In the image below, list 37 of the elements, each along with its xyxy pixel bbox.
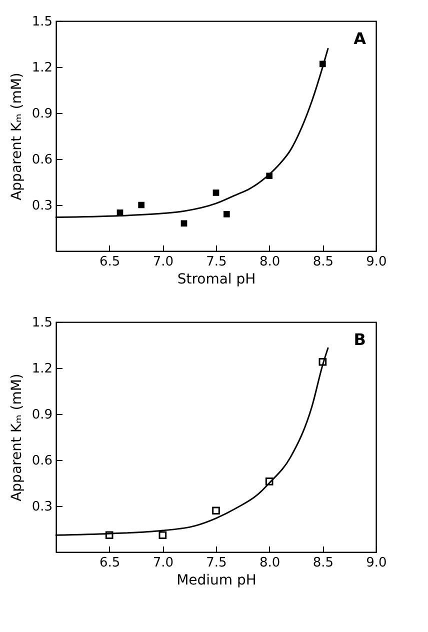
point — [138, 202, 144, 208]
y-tick-label: 0.3 — [32, 198, 52, 214]
x-tick-label: 6.5 — [99, 556, 120, 570]
y-tick-label: 1.2 — [32, 362, 52, 376]
x-tick-label: 7.0 — [152, 254, 174, 270]
x-tick-label: 8.5 — [312, 556, 334, 570]
point — [180, 220, 188, 227]
point — [224, 211, 230, 218]
y-tick-label: 1.2 — [32, 60, 52, 76]
point — [105, 531, 114, 540]
annotation: B — [354, 330, 366, 349]
x-axis-title: Medium pH — [176, 572, 256, 588]
x-tick-label: 6.5 — [99, 254, 120, 270]
x-tick-label: 9.0 — [366, 254, 387, 270]
x-tick-label: 8.5 — [312, 254, 334, 270]
x-tick-label: 7.0 — [152, 556, 174, 570]
x-tick-label: 7.5 — [206, 556, 227, 570]
x-tick-label: 7.5 — [206, 254, 227, 270]
x-tick-label: 8.0 — [259, 254, 280, 270]
point — [265, 478, 274, 486]
y-axis-title: Apparent Kₘ (mM) — [8, 72, 25, 200]
x-axis-title: Stromal pH — [177, 272, 256, 288]
annotation: A — [354, 29, 367, 48]
y-axis-title: Apparent Kₘ (mM) — [8, 374, 25, 502]
y-tick-label: 0.3 — [32, 500, 52, 514]
point — [212, 506, 220, 515]
point — [158, 531, 167, 540]
point — [212, 190, 220, 196]
x-tick-label: 9.0 — [366, 556, 387, 570]
y-tick-label: 0.6 — [32, 454, 52, 468]
y-tick-label: 0.9 — [32, 106, 52, 122]
x-tick-label: 8.0 — [259, 556, 280, 570]
y-tick-label: 1.5 — [32, 316, 52, 330]
point — [318, 358, 327, 366]
y-tick-label: 1.5 — [32, 14, 52, 30]
y-tick-label: 0.9 — [32, 408, 52, 422]
y-tick-label: 0.6 — [32, 152, 52, 168]
